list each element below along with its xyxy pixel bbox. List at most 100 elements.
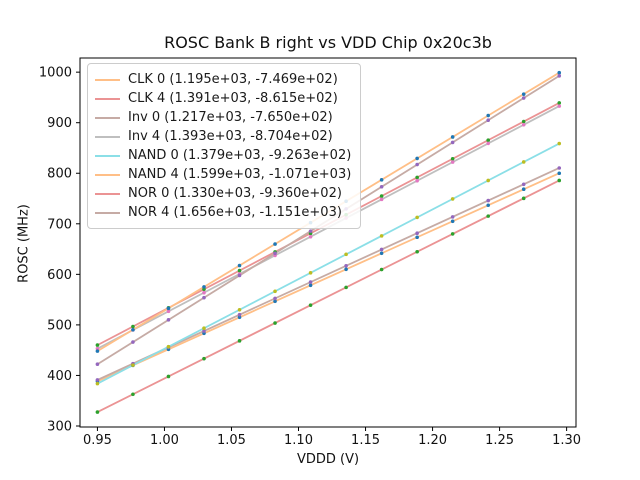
data-point-nand-4 <box>166 306 171 311</box>
legend-row: NOR 0 (1.330e+03, -9.360e+02) <box>95 185 351 202</box>
data-point-clk-4 <box>95 343 100 347</box>
x-tick-label: 1.10 <box>284 433 313 448</box>
data-point-nand-0 <box>450 197 455 201</box>
data-point-nor-4 <box>415 162 419 167</box>
data-point-inv-0 <box>202 329 206 333</box>
data-point-clk-0 <box>486 203 490 208</box>
data-point-clk-0 <box>450 219 455 224</box>
x-tick-label: 1.25 <box>485 433 514 448</box>
data-point-nor-0 <box>379 267 384 272</box>
y-tick-label: 700 <box>47 217 72 232</box>
data-point-inv-0 <box>450 215 455 219</box>
data-point-inv-0 <box>415 231 419 235</box>
data-point-nor-4 <box>273 251 277 256</box>
data-point-nor-0 <box>308 303 313 307</box>
data-point-nor-0 <box>273 321 277 325</box>
data-point-nor-0 <box>521 196 526 201</box>
x-tick-label: 1.30 <box>552 433 581 448</box>
legend-row: CLK 0 (1.195e+03, -7.469e+02) <box>95 71 351 88</box>
data-point-nor-4 <box>521 96 526 100</box>
x-tick-label: 1.15 <box>351 433 380 448</box>
data-point-nand-0 <box>344 252 348 257</box>
data-point-nand-4 <box>95 349 100 353</box>
data-point-nor-4 <box>308 229 313 233</box>
data-point-inv-4 <box>308 234 313 239</box>
data-point-nor-4 <box>131 340 135 344</box>
data-point-clk-4 <box>486 138 490 142</box>
x-tick-label: 1.05 <box>217 433 246 448</box>
data-point-nor-0 <box>415 249 419 254</box>
data-point-clk-4 <box>379 194 384 198</box>
data-point-nand-0 <box>415 215 419 220</box>
data-point-nor-4 <box>379 184 384 189</box>
legend-line-swatch <box>95 78 120 81</box>
data-point-inv-4 <box>415 178 419 183</box>
data-point-nor-4 <box>95 362 100 367</box>
data-point-inv-0 <box>95 378 100 382</box>
legend-line-swatch <box>95 192 120 195</box>
legend-label: CLK 0 (1.195e+03, -7.469e+02) <box>128 72 338 87</box>
legend-label: NAND 0 (1.379e+03, -9.263e+02) <box>128 148 352 163</box>
data-point-clk-0 <box>308 283 313 288</box>
data-point-clk-4 <box>415 175 419 180</box>
data-point-nand-4 <box>521 92 526 96</box>
chart-title: ROSC Bank B right vs VDD Chip 0x20c3b <box>164 33 492 52</box>
y-tick-label: 500 <box>47 318 72 333</box>
data-point-nand-4 <box>237 263 242 268</box>
data-point-nand-0 <box>486 178 490 183</box>
data-point-inv-0 <box>344 264 348 268</box>
data-point-inv-0 <box>237 312 242 317</box>
data-point-clk-4 <box>131 324 135 329</box>
data-point-inv-4 <box>486 141 490 146</box>
data-point-nor-0 <box>202 356 206 361</box>
data-point-clk-0 <box>344 267 348 272</box>
data-point-nor-4 <box>202 295 206 300</box>
data-point-inv-0 <box>521 182 526 187</box>
data-point-nor-4 <box>486 118 490 123</box>
data-point-nor-0 <box>95 410 100 414</box>
legend-label: Inv 0 (1.217e+03, -7.650e+02) <box>128 110 333 125</box>
y-tick-label: 600 <box>47 268 72 283</box>
data-point-nand-4 <box>415 156 419 161</box>
data-point-nand-0 <box>273 289 277 294</box>
fit-line-nand-0 <box>96 142 561 385</box>
data-point-nor-0 <box>486 214 490 218</box>
data-point-nand-4 <box>486 113 490 118</box>
data-point-inv-0 <box>308 280 313 284</box>
legend-line-swatch <box>95 135 120 138</box>
x-tick-label: 1.20 <box>418 433 447 448</box>
legend-row: CLK 4 (1.391e+03, -8.615e+02) <box>95 90 351 107</box>
axes-spines <box>79 57 577 428</box>
data-point-inv-0 <box>557 166 562 170</box>
data-point-inv-4 <box>202 290 206 295</box>
data-point-nand-0 <box>557 141 562 146</box>
data-point-nor-0 <box>166 374 171 379</box>
legend-line-swatch <box>95 211 120 214</box>
data-point-clk-4 <box>450 156 455 161</box>
data-point-nand-0 <box>379 234 384 238</box>
y-tick-label: 900 <box>47 116 72 131</box>
data-point-nand-0 <box>131 363 135 367</box>
data-point-inv-4 <box>450 160 455 164</box>
data-point-clk-0 <box>379 251 384 256</box>
data-point-nor-4 <box>166 318 171 322</box>
data-point-clk-0 <box>415 235 419 240</box>
legend-row: Inv 0 (1.217e+03, -7.650e+02) <box>95 109 351 126</box>
data-point-inv-4 <box>521 122 526 127</box>
legend: CLK 0 (1.195e+03, -7.469e+02) CLK 4 (1.39… <box>87 63 362 229</box>
data-point-nand-4 <box>273 242 277 246</box>
legend-line-swatch <box>95 173 120 176</box>
y-tick-label: 400 <box>47 369 72 384</box>
y-tick-label: 1000 <box>39 66 72 81</box>
legend-line-swatch <box>95 116 120 119</box>
fit-line-nor-0 <box>96 179 561 413</box>
y-axis-label: ROSC (MHz) <box>16 204 32 283</box>
data-point-nand-0 <box>95 381 100 386</box>
data-point-inv-0 <box>273 296 277 301</box>
legend-label: Inv 4 (1.393e+03, -8.704e+02) <box>128 129 333 144</box>
data-point-nand-4 <box>379 178 384 182</box>
legend-line-swatch <box>95 154 120 157</box>
data-point-inv-4 <box>557 104 562 108</box>
data-point-nand-0 <box>308 271 313 275</box>
